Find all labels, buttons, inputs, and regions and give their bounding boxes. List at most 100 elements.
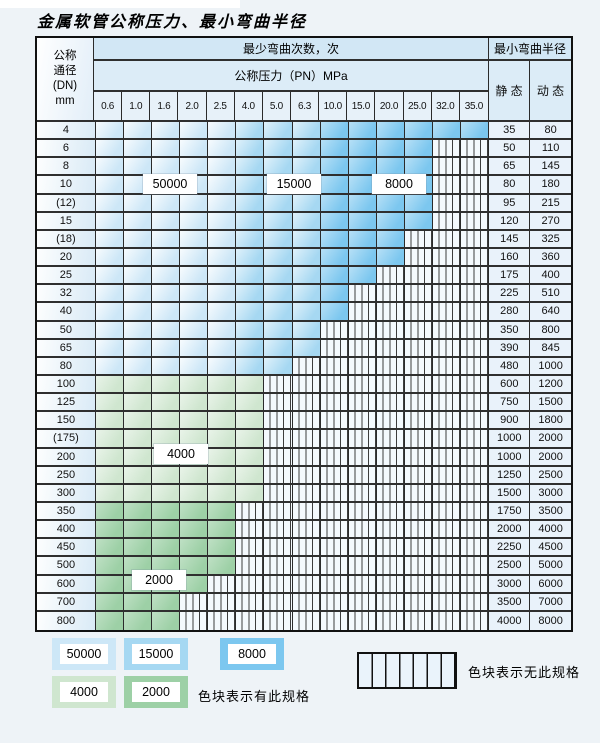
not-available-cell: [348, 339, 377, 356]
available-cell: [123, 375, 153, 393]
available-cell: [95, 539, 124, 556]
available-cell: [208, 212, 237, 229]
not-available-cell: [461, 176, 490, 193]
available-cell: [123, 521, 153, 538]
static-dynamic-header: 静 态 动 态: [489, 61, 571, 120]
not-available-cell: [292, 557, 321, 574]
pressure-tick: 15.0: [347, 92, 376, 120]
pressure-tick: 35.0: [459, 92, 488, 120]
available-cell: [95, 248, 124, 266]
available-cell: [236, 375, 265, 393]
dn-cell: 10: [37, 176, 96, 193]
static-radius-cell: 50: [489, 140, 531, 157]
available-cell: [292, 194, 321, 211]
pressure-tick: 10.0: [319, 92, 348, 120]
available-cell: [208, 176, 237, 193]
legend-swatch: 50000: [52, 638, 116, 670]
available-cell: [95, 140, 124, 157]
not-available-cell: [461, 212, 490, 229]
dn-cell: 600: [37, 575, 96, 592]
static-radius-cell: 80: [489, 176, 531, 193]
not-available-cell: [433, 375, 462, 393]
available-cell: [348, 140, 377, 157]
not-available-cell: [461, 611, 490, 630]
available-cell: [180, 394, 209, 411]
not-available-cell: [264, 575, 293, 592]
not-available-cell: [236, 539, 265, 556]
not-available-cell: [405, 375, 434, 393]
static-radius-cell: 225: [489, 285, 531, 302]
available-cell: [292, 339, 321, 356]
not-available-cell: [348, 466, 377, 483]
available-cell: [208, 357, 237, 374]
available-cell: [95, 303, 124, 320]
available-cell: [376, 158, 405, 175]
available-cell: [208, 339, 237, 356]
available-cell: [320, 230, 349, 247]
available-cell: [152, 303, 181, 320]
available-cell: [152, 611, 181, 630]
dynamic-radius-cell: 1500: [530, 394, 572, 411]
available-cell: [95, 267, 124, 284]
static-radius-cell: 390: [489, 339, 531, 356]
pressure-values-row: 0.6 1.0 1.6 2.0 2.5 4.0 5.0 6.3 10.0 15.0 20.0 25.0…: [94, 92, 488, 120]
header-right: 最小弯曲半径 静 态 动 态: [489, 38, 571, 120]
available-cell: [236, 285, 265, 302]
not-available-cell: [348, 430, 377, 447]
available-cell: [405, 212, 434, 229]
cycle-count-label: 8000: [372, 174, 426, 194]
static-radius-cell: 600: [489, 375, 531, 393]
available-cell: [152, 267, 181, 284]
available-cell: [95, 321, 124, 338]
dynamic-radius-cell: 325: [530, 230, 572, 247]
pressure-header: 公称压力（PN）MPa: [94, 61, 488, 92]
available-cell: [292, 212, 321, 229]
available-cell: [264, 230, 293, 247]
available-cell: [405, 194, 434, 211]
not-available-cell: [320, 357, 349, 374]
pressure-tick: 5.0: [262, 92, 291, 120]
not-available-cell: [236, 557, 265, 574]
not-available-cell: [461, 357, 490, 374]
bend-radius-header: 最小弯曲半径: [489, 38, 571, 61]
available-cell: [152, 430, 181, 447]
table-row: 350 1750 3500: [37, 502, 572, 522]
not-available-cell: [292, 466, 321, 483]
not-available-cell: [292, 521, 321, 538]
not-available-cell: [433, 230, 462, 247]
available-cell: [236, 158, 265, 175]
not-available-cell: [264, 557, 293, 574]
static-radius-cell: 750: [489, 394, 531, 411]
not-available-cell: [405, 521, 434, 538]
available-cell: [348, 212, 377, 229]
not-available-cell: [376, 339, 405, 356]
dn-cell: 40: [37, 303, 96, 320]
available-cell: [180, 194, 209, 211]
pressure-tick: 1.0: [122, 92, 151, 120]
not-available-cell: [348, 394, 377, 411]
dn-cell: (18): [37, 230, 96, 247]
not-available-cell: [461, 303, 490, 320]
dn-cell: 400: [37, 521, 96, 538]
available-cell: [208, 248, 237, 266]
not-available-cell: [376, 285, 405, 302]
available-cell: [348, 158, 377, 175]
available-cell: [123, 212, 153, 229]
available-cell: [376, 194, 405, 211]
not-available-cell: [236, 575, 265, 592]
not-available-cell: [461, 557, 490, 574]
available-cell: [180, 158, 209, 175]
available-cell: [236, 212, 265, 229]
available-cell: [320, 176, 349, 193]
not-available-cell: [264, 375, 293, 393]
available-cell: [95, 375, 124, 393]
not-available-cell: [320, 539, 349, 556]
not-available-cell: [405, 575, 434, 592]
dynamic-radius-cell: 640: [530, 303, 572, 320]
not-available-cell: [348, 611, 377, 630]
not-available-cell: [461, 394, 490, 411]
table-row: 300 1500 3000: [37, 484, 572, 503]
corner-header-line: mm: [55, 95, 75, 107]
available-cell: [264, 158, 293, 175]
available-cell: [376, 248, 405, 266]
